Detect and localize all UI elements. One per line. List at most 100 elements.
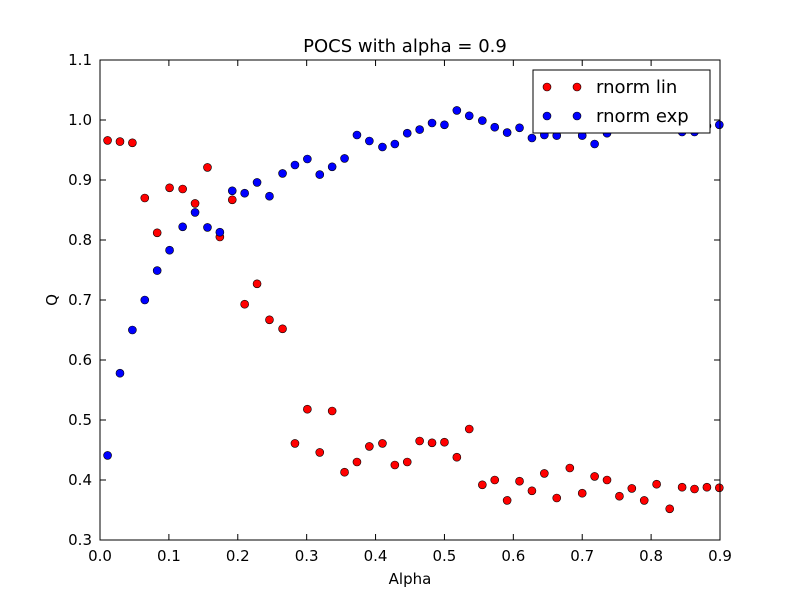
data-point [190,199,200,208]
data-point [378,142,387,152]
data-point [702,482,712,492]
data-point [203,223,212,232]
data-point [590,139,599,149]
data-point [690,484,699,494]
data-point [677,482,687,492]
data-point [327,162,337,172]
x-tick-label: 0.5 [433,547,457,565]
data-point [478,116,487,125]
data-point [128,138,137,148]
data-point [540,469,549,478]
data-point [290,439,300,448]
data-point [215,227,225,237]
data-point [652,479,661,489]
legend-label: rnorm lin [596,77,677,98]
data-point [527,486,537,496]
data-point [615,491,624,501]
data-point [440,120,449,130]
y-tick-label: 1.0 [68,111,92,129]
legend-marker [572,111,582,121]
plot-frame [99,59,721,541]
data-point [315,170,325,179]
data-point [290,160,300,170]
data-point [115,137,125,146]
data-point [464,111,474,121]
data-point [502,128,512,137]
data-point [565,463,575,473]
x-tick-label: 0.9 [708,547,732,565]
data-point [178,184,187,194]
x-tick-label: 0.0 [88,547,112,565]
series-rnorm-lin [103,136,724,514]
data-point [227,195,237,205]
data-point [378,439,387,448]
legend: rnorm lin rnorm exp [532,69,711,134]
legend-marker [572,82,582,92]
data-point [515,123,524,133]
data-point [552,493,562,503]
y-tick-label: 0.7 [68,291,92,309]
data-point [527,133,537,143]
data-point [265,315,274,325]
data-point [340,154,349,163]
data-point [128,325,137,335]
data-point [365,442,374,451]
data-point [140,193,150,203]
data-point [352,130,362,140]
data-point [252,178,262,187]
data-point [402,128,412,138]
legend-label: rnorm exp [596,106,689,127]
data-point [265,191,274,201]
data-point [577,488,587,498]
y-tick-label: 0.3 [68,531,92,549]
data-point [515,476,524,486]
data-point [203,163,212,172]
y-tick-label: 0.8 [68,231,92,249]
data-point [415,125,424,134]
x-tick-label: 0.6 [501,547,525,565]
data-point [390,139,400,149]
ticks-layer: 0.0 0.1 0.2 0.3 0.4 0.5 0.6 0.7 0.8 0.9 0.3 0.4 0.5 0… [68,51,732,565]
data-point [502,496,512,505]
data-point [178,222,187,232]
y-tick-label: 0.6 [68,351,92,369]
data-point [427,118,437,128]
data-point [165,245,174,255]
data-point [278,169,287,178]
data-point [452,106,462,115]
data-point [715,120,724,130]
data-point [103,136,112,145]
x-tick-label: 0.3 [295,547,319,565]
data-point [115,368,125,378]
data-point [390,460,400,470]
legend-marker [542,82,552,92]
data-point [327,406,337,416]
data-point [140,295,150,305]
data-point [478,480,487,490]
x-tick-label: 0.8 [639,547,663,565]
data-point [303,404,312,414]
data-point [252,279,262,289]
legend-box [532,69,711,134]
data-point [340,467,349,477]
data-point [165,183,174,193]
y-tick-label: 0.9 [68,171,92,189]
x-tick-label: 0.1 [157,547,181,565]
legend-entry: rnorm lin [542,77,677,98]
y-axis-label: Q [43,294,61,306]
data-point [639,496,649,505]
data-point [227,186,237,196]
data-point [152,228,162,238]
y-tick-label: 1.1 [68,51,92,69]
chart-title: POCS with alpha = 0.9 [303,36,507,57]
data-point [365,136,374,146]
data-point [415,436,424,446]
x-axis-label: Alpha [389,570,432,588]
data-point [240,299,249,309]
data-point [440,437,449,447]
data-point [665,504,675,514]
data-point [715,483,724,493]
data-point [627,484,637,493]
data-point [103,451,112,460]
x-tick-label: 0.4 [364,547,388,565]
